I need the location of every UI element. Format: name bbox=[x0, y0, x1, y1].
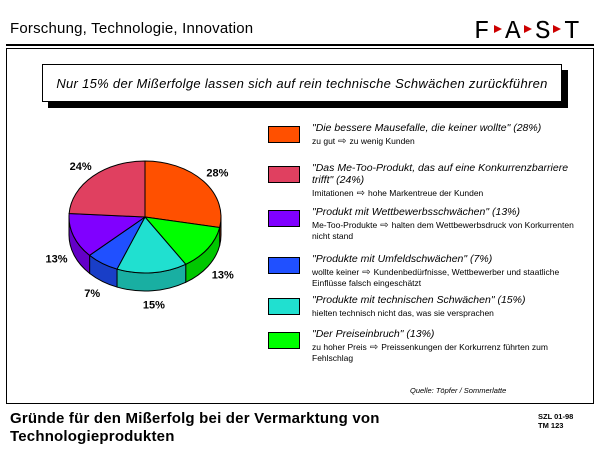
content-frame bbox=[6, 48, 594, 404]
legend-title: "Produkte mit technischen Schwächen" (15… bbox=[312, 294, 526, 306]
legend-text: "Das Me-Too-Produkt, das auf eine Konkur… bbox=[312, 162, 582, 199]
legend-swatch bbox=[268, 166, 300, 183]
logo-letter-s: S bbox=[535, 16, 551, 44]
legend-swatch bbox=[268, 298, 300, 315]
legend-text: "Produkte mit Umfeldschwächen" (7%) wollt… bbox=[312, 253, 582, 289]
legend-description-part: Imitationen bbox=[312, 188, 354, 198]
legend-title: "Das Me-Too-Produkt, das auf eine Konkur… bbox=[312, 162, 569, 186]
legend-text: "Der Preiseinbruch" (13%) zu hoher Preis ⇨… bbox=[312, 328, 582, 364]
legend-swatch bbox=[268, 210, 300, 227]
legend-description-part: Kundenbedürfnisse, Wettbewerber und staa… bbox=[312, 267, 560, 288]
logo-arrow-2 bbox=[524, 25, 532, 33]
legend-description-part: halten dem Wettbewerbsdruck von Korkurre… bbox=[312, 220, 574, 241]
legend-text: "Produkt mit Wettbewerbsschwächen" (13%)… bbox=[312, 206, 582, 242]
pie-label-5: 24% bbox=[70, 161, 92, 173]
arrow-right-icon: ⇨ bbox=[338, 136, 347, 147]
header-rule bbox=[6, 44, 594, 46]
legend-title: "Die bessere Mausefalle, die keiner woll… bbox=[312, 122, 542, 134]
footer-code-line2: TM 123 bbox=[538, 421, 564, 430]
arrow-right-icon: ⇨ bbox=[362, 267, 371, 278]
logo-letter-f: F bbox=[474, 16, 490, 44]
legend-swatch bbox=[268, 257, 300, 274]
pie-slice-2 bbox=[116, 216, 187, 274]
legend-description: hielten technisch nicht das, was sie ver… bbox=[312, 308, 582, 319]
logo-arrow-1 bbox=[494, 25, 502, 33]
legend-title: "Der Preiseinbruch" (13%) bbox=[312, 328, 435, 340]
pie-slice-5 bbox=[68, 160, 146, 218]
legend-description-part: Preissenkungen der Korkurrenz führten zu… bbox=[312, 342, 548, 363]
callout-box: Nur 15% der Mißerfolge lassen sich auf r… bbox=[42, 64, 562, 102]
legend-description-part: Me-Too-Produkte bbox=[312, 220, 378, 230]
footer-code: SZL 01-98 TM 123 bbox=[538, 412, 573, 430]
legend-title: "Produkte mit Umfeldschwächen" (7%) bbox=[312, 253, 493, 265]
legend-title: "Produkt mit Wettbewerbsschwächen" (13%) bbox=[312, 206, 521, 218]
fast-logo: F A S T bbox=[474, 16, 580, 44]
pie-slice-0 bbox=[144, 160, 222, 229]
pie-label-1: 13% bbox=[212, 269, 234, 281]
logo-arrow-3 bbox=[553, 25, 561, 33]
legend-description: zu hoher Preis ⇨ Preissenkungen der Korkur… bbox=[312, 342, 582, 364]
arrow-right-icon: ⇨ bbox=[356, 188, 365, 199]
pie-label-3: 7% bbox=[84, 288, 100, 300]
legend-description: wollte keiner ⇨ Kundenbedürfnisse, Wettbew… bbox=[312, 267, 582, 289]
pie-slice-4 bbox=[68, 212, 147, 256]
pie-label-4: 13% bbox=[46, 254, 68, 266]
legend-description-part: zu hoher Preis bbox=[312, 342, 367, 352]
source-note: Quelle: Töpfer / Sommerlatte bbox=[410, 386, 507, 395]
legend-description-part: hohe Markentreue der Kunden bbox=[367, 188, 484, 198]
legend-description-part: zu wenig Kunden bbox=[349, 136, 415, 146]
pie-chart: 28% 13% 15% 7% 13% 24% bbox=[46, 160, 234, 312]
arrow-right-icon: ⇨ bbox=[380, 220, 389, 231]
legend-description-part: hielten technisch nicht das, was sie ver… bbox=[312, 308, 494, 318]
legend-description: Me-Too-Produkte ⇨ halten dem Wettbewerbsdr… bbox=[312, 220, 582, 242]
pie-label-2: 15% bbox=[143, 300, 165, 312]
arrow-right-icon: ⇨ bbox=[369, 342, 379, 353]
legend-swatch bbox=[268, 126, 300, 143]
logo-letter-a: A bbox=[505, 16, 521, 44]
header-title: Forschung, Technologie, Innovation bbox=[10, 20, 254, 37]
logo-letter-t: T bbox=[564, 16, 580, 44]
legend-description: zu gut ⇨ zu wenig Kunden bbox=[312, 136, 582, 147]
footer-code-line1: SZL 01-98 bbox=[538, 412, 574, 421]
footer-title: Gründe für den Mißerfolg bei der Vermark… bbox=[10, 410, 380, 445]
legend-swatch bbox=[268, 332, 300, 349]
legend-description-part: wollte keiner bbox=[312, 267, 360, 277]
legend-text: "Die bessere Mausefalle, die keiner woll… bbox=[312, 122, 582, 147]
pie-label-0: 28% bbox=[206, 167, 228, 179]
legend-description: Imitationen ⇨ hohe Markentreue der Kunden bbox=[312, 188, 582, 199]
legend-text: "Produkte mit technischen Schwächen" (15… bbox=[312, 294, 582, 319]
pie-slice-1 bbox=[143, 216, 221, 265]
legend-description-part: zu gut bbox=[312, 136, 336, 146]
